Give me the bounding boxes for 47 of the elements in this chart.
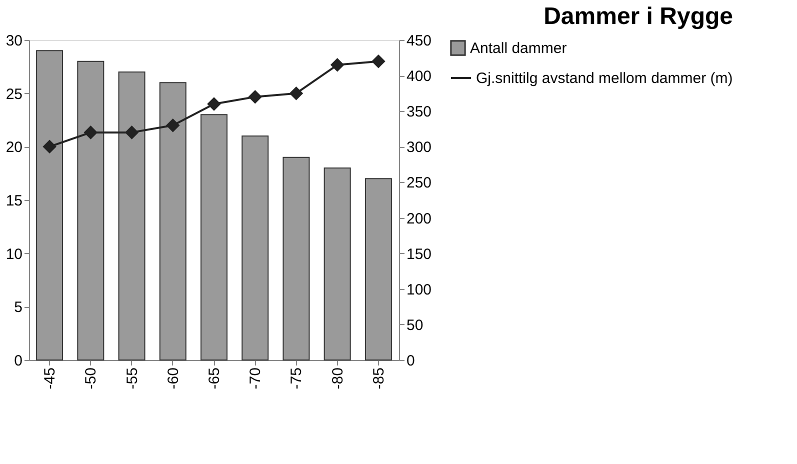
point [208,98,220,110]
bar [364,178,392,360]
x-tick-label: -65 [206,368,223,390]
legend-label: Gj.snittilg avstand mellom dammer (m) [476,70,733,87]
point [372,54,385,68]
point [290,86,303,100]
text: Dammer i Rygge [544,3,733,30]
y2-tick-label: 400 [406,68,432,86]
point [330,58,344,72]
y2-tick-label: 300 [406,139,432,156]
bar [200,114,228,360]
x-tick-label: -75 [288,368,306,390]
bar [77,60,104,360]
y2-tick-label: 100 [406,281,432,298]
x-tick-label: -50 [82,368,100,390]
x-tick-label: -70 [247,368,264,390]
point [43,140,56,154]
bar [36,50,64,360]
bar [159,82,186,360]
point [248,90,262,104]
point [84,126,98,139]
point [125,126,138,139]
legend-label: Antall dammer [470,40,567,57]
y-tick-label: 10 [6,246,22,263]
y2-tick-label: 250 [406,174,432,192]
y2-tick-label: 200 [406,210,432,228]
x-tick-label: -60 [164,368,182,390]
y2-tick-label: 350 [406,104,432,121]
bar [118,72,146,360]
y2-tick-label: 450 [406,32,432,50]
x-tick-label: -85 [370,368,388,390]
x-tick-label: -45 [42,368,59,390]
y2-tick-label: 0 [406,352,415,370]
y2-tick-label: 150 [406,246,432,263]
y-tick-label: 15 [6,192,22,210]
y-tick-label: 0 [14,352,22,370]
y-tick-label: 5 [14,299,22,316]
y-tick-label: 25 [6,86,22,103]
y2-tick-label: 50 [406,316,424,334]
y-tick-label: 30 [6,32,22,50]
x-tick-label: -55 [124,368,141,390]
bar [282,156,310,360]
bar [242,136,269,360]
x-tick-label: -80 [329,368,346,390]
y-tick-label: 20 [6,139,22,156]
point [166,118,180,132]
bar [324,168,351,360]
